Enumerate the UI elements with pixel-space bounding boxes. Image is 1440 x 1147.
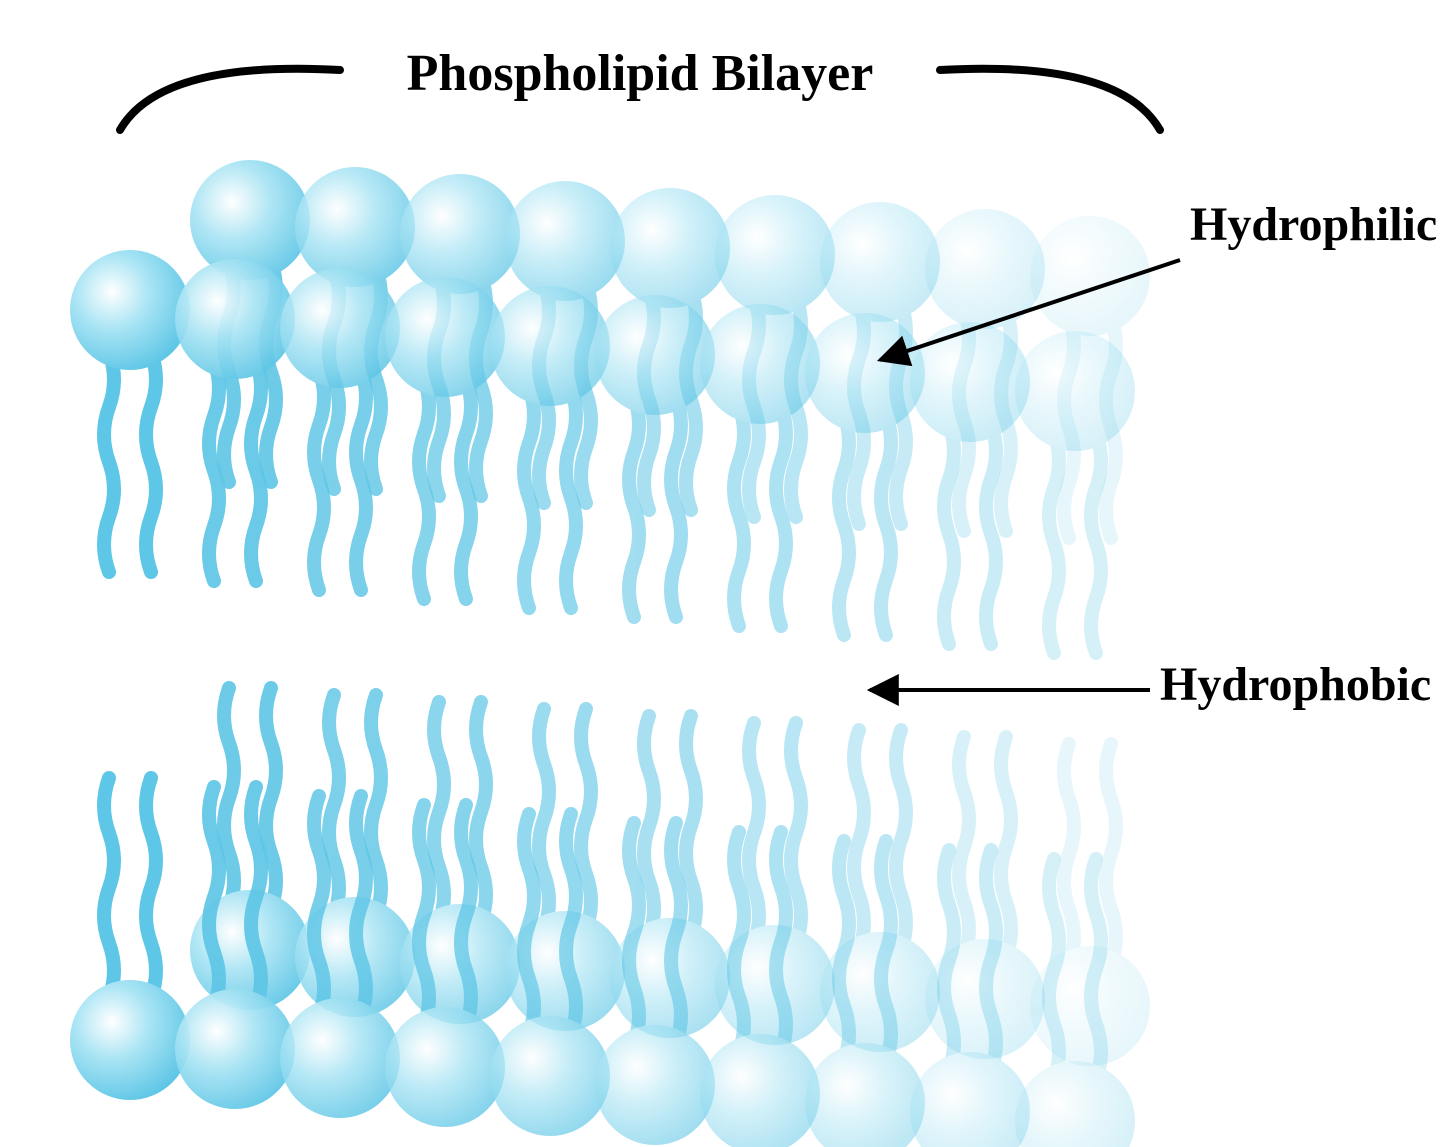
lipid-head (385, 277, 505, 397)
phospholipid (70, 778, 190, 1100)
lipid-head (595, 295, 715, 415)
lipid-tail (566, 388, 576, 608)
lipid-head (70, 250, 190, 370)
lipid-tail (671, 397, 681, 617)
lipid-tail (146, 352, 156, 572)
phospholipid (910, 322, 1030, 644)
lipid-tail (776, 406, 786, 626)
lipid-tail (881, 415, 891, 635)
lipid-tail (1091, 433, 1101, 653)
lipid-head (490, 1016, 610, 1136)
lipid-head (1015, 331, 1135, 451)
lipid-head (295, 167, 415, 287)
phospholipid (1015, 331, 1135, 653)
lipid-tail (944, 424, 954, 644)
lipid-tail (419, 379, 429, 599)
lipid-tail (1049, 433, 1059, 653)
lipid-tail (734, 406, 744, 626)
hydrophobic-label: Hydrophobic (1160, 658, 1431, 711)
lipid-tail (104, 778, 114, 998)
lipid-head (70, 980, 190, 1100)
lipid-tail (146, 778, 156, 998)
lipid-head (175, 989, 295, 1109)
lipid-head (595, 1025, 715, 1145)
lipid-tail (1064, 744, 1074, 964)
lipid-head (910, 1052, 1030, 1147)
lipid-head (175, 259, 295, 379)
lipid-head (910, 322, 1030, 442)
lipid-tail (1106, 744, 1116, 964)
lipid-head (700, 1034, 820, 1147)
lipid-layers (70, 160, 1150, 1147)
lipid-head (280, 998, 400, 1118)
phospholipid (190, 688, 310, 1010)
lipid-head (715, 195, 835, 315)
lipid-head (1015, 1061, 1135, 1147)
lipid-head (805, 313, 925, 433)
lipid-tail (251, 361, 261, 581)
lipid-tail (104, 352, 114, 572)
lipid-head (490, 286, 610, 406)
diagram-title: Phospholipid Bilayer (407, 45, 874, 102)
lipid-head (505, 181, 625, 301)
phospholipid-bilayer-diagram: Phospholipid Bilayer Hydrophilic Hydroph… (0, 0, 1440, 1147)
lipid-head (400, 174, 520, 294)
lipid-head (805, 1043, 925, 1147)
phospholipid (295, 695, 415, 1017)
lipid-tail (839, 415, 849, 635)
lipid-head (280, 268, 400, 388)
lipid-head (385, 1007, 505, 1127)
lipid-tail (986, 424, 996, 644)
lipid-tail (356, 370, 366, 590)
lipid-tail (524, 388, 534, 608)
phospholipid (70, 250, 190, 572)
lipid-tail (461, 379, 471, 599)
phospholipid (805, 313, 925, 635)
lipid-head (700, 304, 820, 424)
lipid-tail (314, 370, 324, 590)
lipid-head (610, 188, 730, 308)
hydrophilic-label: Hydrophilic (1190, 198, 1437, 251)
lipid-tail (629, 397, 639, 617)
lipid-tail (209, 361, 219, 581)
lipid-head (820, 202, 940, 322)
